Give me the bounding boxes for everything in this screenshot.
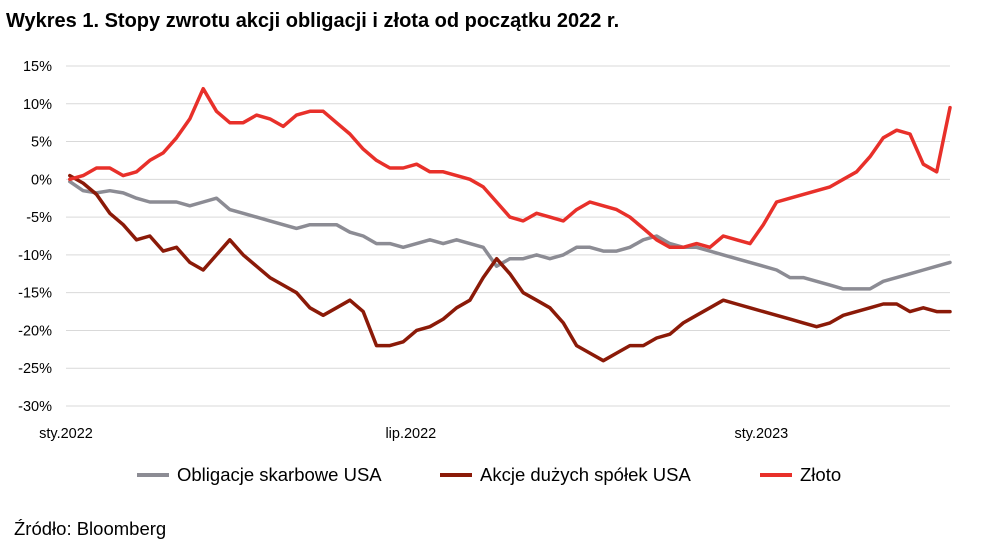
chart-title: Wykres 1. Stopy zwrotu akcji obligacji i… [6,10,620,32]
y-tick-label: -30% [18,399,52,415]
series-lines [68,86,952,363]
y-axis-ticks: 15% 10% 5% 0% -5% -10% -15% -20% -25% -30% [18,59,52,415]
legend-swatch-obligacje [137,473,169,477]
legend: Obligacje skarbowe USA Akcje dużych spół… [0,462,1000,488]
y-tick-label: 5% [31,135,52,151]
y-tick-label: -25% [18,361,52,377]
y-tick-label: -10% [18,248,52,264]
series-line-2 [68,86,952,250]
x-tick-label: sty.2022 [39,426,93,442]
x-axis-ticks: sty.2022 lip.2022 sty.2023 [39,426,788,442]
y-tick-label: -20% [18,323,52,339]
legend-label-zloto: Złoto [800,464,842,485]
legend-item-zloto: Złoto [760,462,841,488]
source-note: Źródło: Bloomberg [14,518,167,539]
legend-item-akcje: Akcje dużych spółek USA [440,462,691,488]
y-tick-label: -15% [18,286,52,302]
x-tick-label: lip.2022 [385,426,436,442]
legend-label-akcje: Akcje dużych spółek USA [480,464,691,485]
y-tick-label: 0% [31,172,52,188]
series-line-1 [68,173,952,363]
legend-item-obligacje: Obligacje skarbowe USA [137,462,382,488]
series-line-0 [68,179,952,291]
legend-swatch-akcje [440,473,472,477]
y-tick-label: -5% [26,210,52,226]
y-tick-label: 15% [23,59,52,75]
legend-swatch-zloto [760,473,792,477]
gridlines [66,65,950,407]
y-tick-label: 10% [23,97,52,113]
legend-label-obligacje: Obligacje skarbowe USA [177,464,382,485]
x-tick-label: sty.2023 [735,426,789,442]
